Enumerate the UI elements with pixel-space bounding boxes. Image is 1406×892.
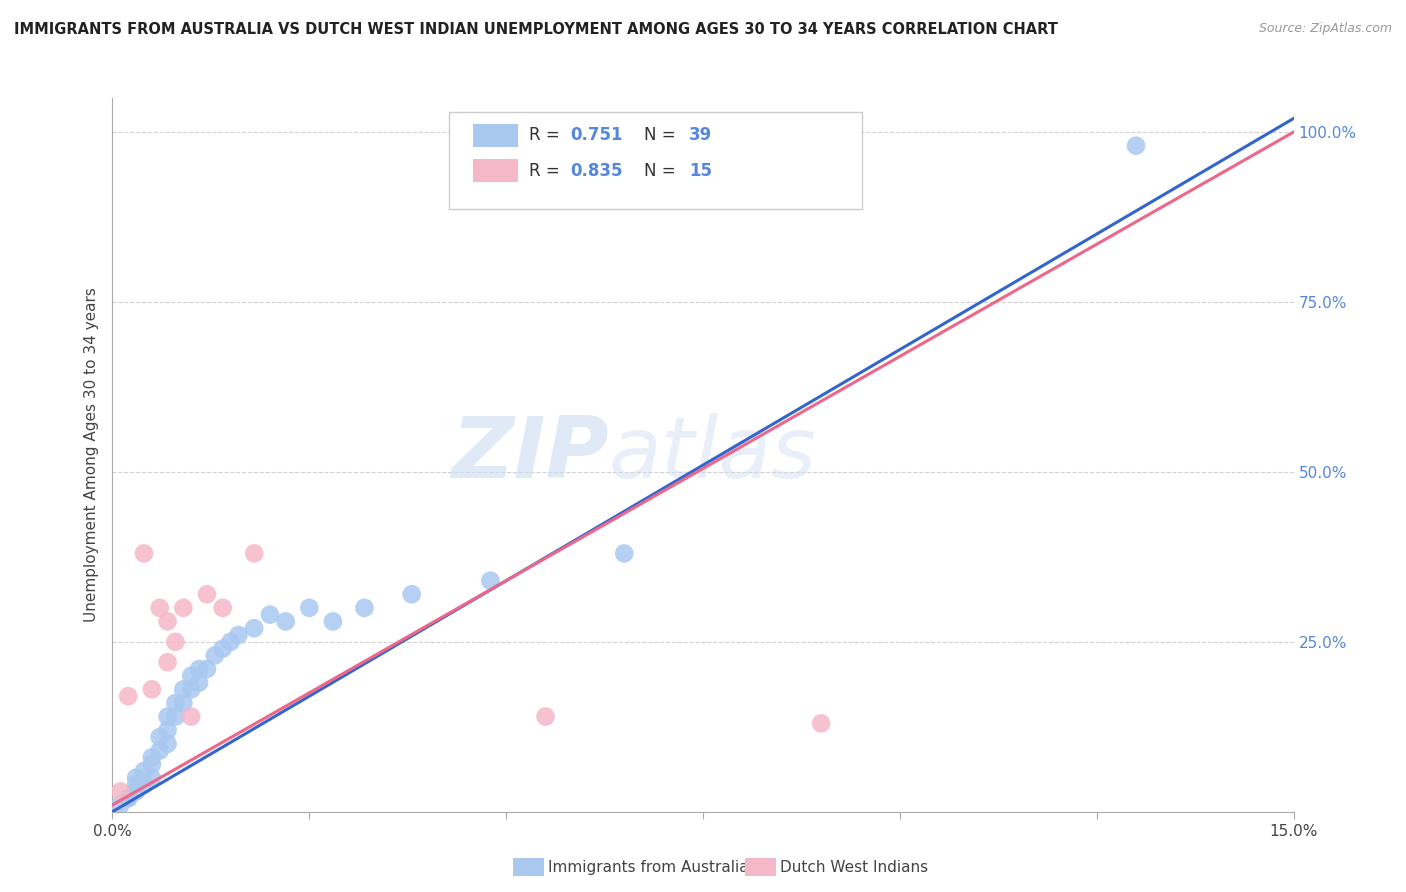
Point bbox=[141, 757, 163, 772]
Point bbox=[613, 546, 636, 560]
Point bbox=[243, 546, 266, 560]
Point bbox=[195, 662, 218, 676]
Text: 15: 15 bbox=[689, 162, 711, 180]
Point bbox=[149, 743, 172, 757]
Point bbox=[165, 709, 187, 723]
Point bbox=[156, 615, 179, 629]
Point bbox=[156, 723, 179, 738]
Point bbox=[188, 675, 211, 690]
Point bbox=[156, 655, 179, 669]
Point bbox=[172, 682, 194, 697]
Point bbox=[180, 709, 202, 723]
Point bbox=[401, 587, 423, 601]
Text: N =: N = bbox=[644, 162, 681, 180]
Point bbox=[274, 615, 297, 629]
Text: 0.835: 0.835 bbox=[571, 162, 623, 180]
Point bbox=[298, 600, 321, 615]
Text: Immigrants from Australia: Immigrants from Australia bbox=[548, 860, 749, 874]
Point bbox=[810, 716, 832, 731]
Point bbox=[228, 628, 250, 642]
Point bbox=[172, 696, 194, 710]
Point bbox=[195, 587, 218, 601]
Point bbox=[117, 689, 139, 703]
Point bbox=[1125, 138, 1147, 153]
Point bbox=[211, 600, 233, 615]
Point bbox=[110, 784, 132, 798]
Point bbox=[172, 600, 194, 615]
Point bbox=[211, 641, 233, 656]
Point bbox=[141, 771, 163, 785]
Point bbox=[149, 600, 172, 615]
Point bbox=[479, 574, 502, 588]
Point bbox=[141, 682, 163, 697]
Point bbox=[243, 621, 266, 635]
Point bbox=[180, 669, 202, 683]
Point bbox=[204, 648, 226, 663]
Point bbox=[125, 784, 148, 798]
Point bbox=[180, 682, 202, 697]
Point bbox=[141, 750, 163, 764]
Point bbox=[132, 546, 155, 560]
Point bbox=[188, 662, 211, 676]
Point bbox=[132, 778, 155, 792]
Point bbox=[149, 730, 172, 744]
Text: R =: R = bbox=[530, 162, 565, 180]
Text: ZIP: ZIP bbox=[451, 413, 609, 497]
Text: R =: R = bbox=[530, 127, 565, 145]
Text: Dutch West Indians: Dutch West Indians bbox=[780, 860, 928, 874]
Point bbox=[156, 737, 179, 751]
Text: 39: 39 bbox=[689, 127, 711, 145]
Bar bbox=[472, 124, 517, 146]
Point bbox=[117, 791, 139, 805]
Point bbox=[156, 709, 179, 723]
Point bbox=[534, 709, 557, 723]
Text: IMMIGRANTS FROM AUSTRALIA VS DUTCH WEST INDIAN UNEMPLOYMENT AMONG AGES 30 TO 34 : IMMIGRANTS FROM AUSTRALIA VS DUTCH WEST … bbox=[14, 22, 1057, 37]
Point bbox=[132, 764, 155, 778]
Text: N =: N = bbox=[644, 127, 681, 145]
Point bbox=[259, 607, 281, 622]
Text: 0.751: 0.751 bbox=[571, 127, 623, 145]
Text: Source: ZipAtlas.com: Source: ZipAtlas.com bbox=[1258, 22, 1392, 36]
Point bbox=[110, 797, 132, 812]
Point bbox=[353, 600, 375, 615]
Point bbox=[125, 778, 148, 792]
Point bbox=[322, 615, 344, 629]
Bar bbox=[472, 160, 517, 182]
Point bbox=[117, 791, 139, 805]
Point bbox=[165, 635, 187, 649]
Point bbox=[125, 771, 148, 785]
Text: atlas: atlas bbox=[609, 413, 817, 497]
Y-axis label: Unemployment Among Ages 30 to 34 years: Unemployment Among Ages 30 to 34 years bbox=[83, 287, 98, 623]
Point bbox=[219, 635, 242, 649]
Point bbox=[165, 696, 187, 710]
FancyBboxPatch shape bbox=[449, 112, 862, 209]
